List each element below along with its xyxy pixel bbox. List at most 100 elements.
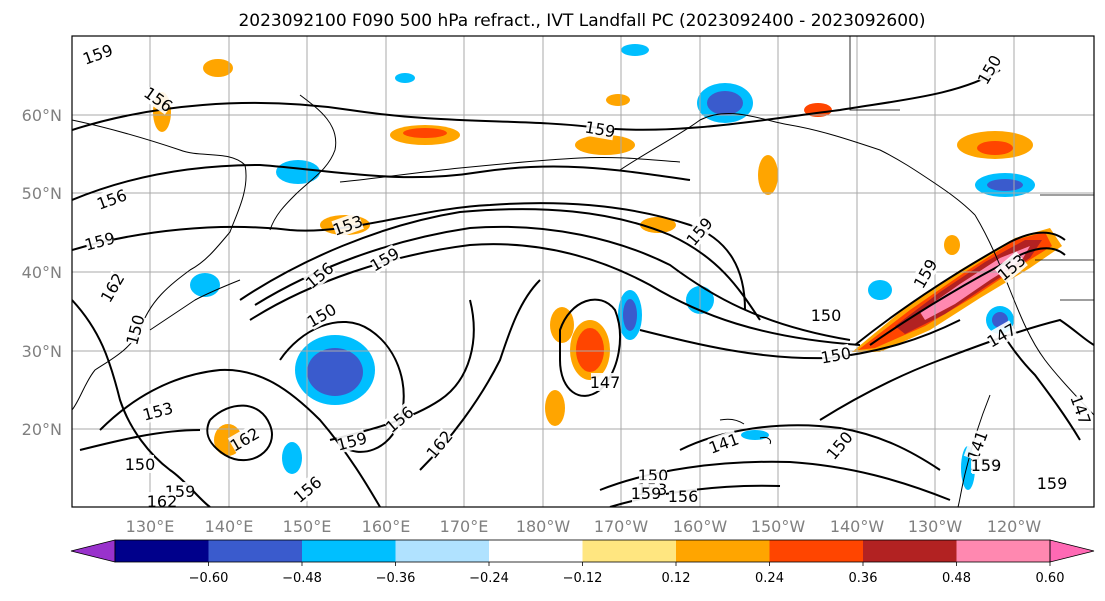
lat-label-0: 60°N xyxy=(22,106,62,125)
coastline-japan xyxy=(149,279,241,331)
colorbar-segment-4 xyxy=(489,540,583,562)
svg-text:150: 150 xyxy=(125,455,156,474)
colorbar-segment-9 xyxy=(956,540,1051,562)
colorbar-tick-0: −0.60 xyxy=(189,571,229,586)
contour-147 xyxy=(559,298,621,397)
lon-label-8: 150°W xyxy=(751,517,806,536)
lon-label-5: 180°W xyxy=(516,517,571,536)
svg-text:159: 159 xyxy=(971,456,1002,475)
contour-162-swirl xyxy=(206,404,273,462)
contour-153-west xyxy=(99,368,381,507)
colorbar-tick-9: 0.60 xyxy=(1036,571,1065,586)
colorbar-tick-1: −0.48 xyxy=(282,571,322,586)
contour-label-29: 156 xyxy=(668,487,698,506)
coastline-mexico xyxy=(957,394,991,507)
contour-label-19: 147 xyxy=(590,373,621,392)
colorbar-tick-3: −0.24 xyxy=(469,571,509,586)
longitude-labels: 130°E 140°E 150°E 160°E 170°E 180°W 170°W 160°W… xyxy=(126,517,1042,536)
anomaly-pos-15 xyxy=(944,235,960,255)
colorbar-extend-low xyxy=(70,539,116,563)
svg-text:159: 159 xyxy=(1037,474,1068,493)
lon-label-3: 160°E xyxy=(362,517,411,536)
colorbar-segment-5 xyxy=(582,540,677,562)
contour-labels: 1591561561591621501531501621591531591561… xyxy=(80,40,1094,511)
contour-ar-1 xyxy=(854,231,1066,346)
colorbar-segment-0 xyxy=(115,540,209,562)
colorbar-tick-2: −0.36 xyxy=(376,571,416,586)
colorbar-segment-3 xyxy=(395,540,490,562)
svg-text:159: 159 xyxy=(631,484,662,503)
lat-label-2: 40°N xyxy=(22,263,62,282)
latitude-labels: 60°N 50°N 40°N 30°N 20°N xyxy=(22,106,62,439)
contour-label-7: 150 xyxy=(125,455,156,474)
colorbar-extend-high xyxy=(1049,539,1095,563)
lat-label-1: 50°N xyxy=(22,184,62,203)
colorbar-tick-7: 0.36 xyxy=(849,571,878,586)
lon-label-1: 140°E xyxy=(205,517,254,536)
lon-label-9: 140°W xyxy=(830,517,885,536)
anomaly-pos-3 xyxy=(545,390,565,426)
contour-label-30: 141 xyxy=(706,429,741,457)
contour-156-swirl xyxy=(279,320,405,453)
coastline-hawaii xyxy=(719,418,771,445)
lon-label-4: 170°E xyxy=(440,517,489,536)
colorbar: −0.60 −0.48 −0.36 −0.24 −0.12 0.12 0.24 0.36 0.4… xyxy=(70,539,1095,586)
anomaly-neg-8 xyxy=(282,442,302,474)
anomaly-pos-7 xyxy=(575,135,635,155)
colorbar-tick-5: 0.12 xyxy=(662,571,691,586)
anomaly-pos-12 xyxy=(758,155,778,195)
anomaly-neg-14 xyxy=(395,73,415,83)
lon-label-11: 120°W xyxy=(987,517,1042,536)
lat-label-4: 20°N xyxy=(22,420,62,439)
map-frame xyxy=(71,35,1095,508)
colorbar-segment-1 xyxy=(208,540,303,562)
colorbar-segment-7 xyxy=(769,540,864,562)
contour-label-38: 159 xyxy=(971,456,1002,475)
colorbar-tick-8: 0.48 xyxy=(942,571,971,586)
contour-156-upper xyxy=(239,208,761,321)
coastline-asia xyxy=(72,119,247,411)
anomaly-neg-3b xyxy=(707,91,743,115)
contour-153 xyxy=(254,225,851,341)
anomaly-neg-5 xyxy=(276,160,320,184)
anomaly-neg-11 xyxy=(621,44,649,56)
contour-159-north xyxy=(72,69,1001,131)
anomaly-neg-2b xyxy=(623,299,637,331)
anomaly-pos-14 xyxy=(606,94,630,106)
refractivity-contours xyxy=(72,69,1094,507)
lon-label-6: 170°W xyxy=(594,517,649,536)
colorbar-segment-6 xyxy=(676,540,770,562)
state-borders xyxy=(849,36,1094,301)
colorbar-tick-6: 0.24 xyxy=(755,571,784,586)
anomaly-pos-11 xyxy=(640,217,676,233)
anomaly-pos-9 xyxy=(203,59,233,77)
contour-150 xyxy=(249,243,861,346)
contour-label-23: 150 xyxy=(819,343,852,367)
svg-text:147: 147 xyxy=(590,373,621,392)
svg-text:150: 150 xyxy=(811,306,842,325)
anomaly-pos-5b xyxy=(977,141,1013,155)
chart-title: 2023092100 F090 500 hPa refract., IVT La… xyxy=(238,11,925,31)
map-layers: 1591561561591621501531501621591531591561… xyxy=(72,36,1094,511)
lon-label-7: 160°W xyxy=(673,517,728,536)
anomaly-neg-4b xyxy=(987,179,1023,191)
contour-label-14: 162 xyxy=(147,492,178,511)
colorbar-segment-8 xyxy=(863,540,957,562)
anomaly-neg-13 xyxy=(741,430,769,440)
lon-label-10: 130°W xyxy=(908,517,963,536)
anomaly-pos-1b xyxy=(576,328,604,372)
anomaly-pos-6b xyxy=(403,128,447,138)
lon-label-0: 130°E xyxy=(126,517,175,536)
anomaly-neg-6 xyxy=(190,273,220,297)
contour-159-east xyxy=(819,318,1094,421)
lat-label-3: 30°N xyxy=(22,342,62,361)
contour-label-22: 150 xyxy=(811,306,842,325)
contour-label-37: 159 xyxy=(631,484,662,503)
lon-label-2: 150°E xyxy=(283,517,332,536)
colorbar-tick-4: −0.12 xyxy=(563,571,603,586)
contour-label-33: 159 xyxy=(1037,474,1068,493)
anomaly-neg-1b xyxy=(307,348,363,396)
contour-150-west xyxy=(79,429,201,451)
svg-text:162: 162 xyxy=(147,492,178,511)
